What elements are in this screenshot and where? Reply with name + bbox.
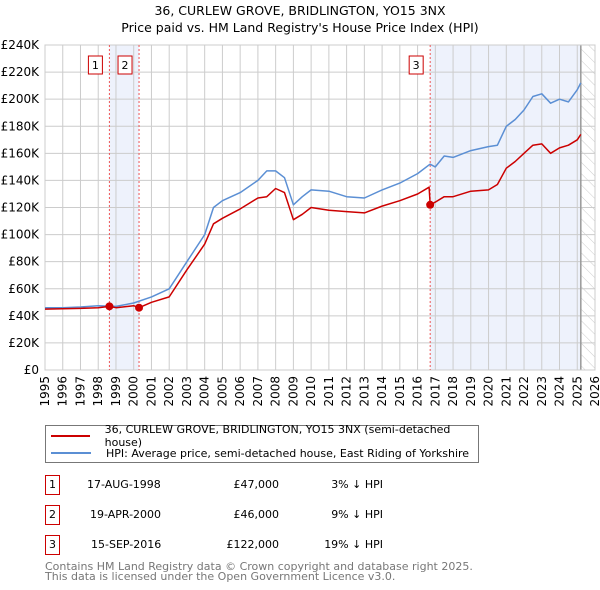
x-tick-label: 2004 [198, 376, 212, 407]
legend-item-hpi: HPI: Average price, semi-detached house,… [46, 445, 469, 461]
sale-badge-label: 1 [92, 59, 99, 72]
x-tick-label: 2016 [411, 376, 425, 407]
y-tick-label: £200K [1, 92, 41, 106]
x-tick-label: 2024 [553, 376, 567, 407]
x-tick-label: 2021 [499, 376, 513, 407]
y-tick-label: £60K [8, 282, 40, 296]
y-tick-label: £20K [8, 336, 40, 350]
x-tick-label: 2010 [304, 376, 318, 407]
x-tick-label: 2025 [570, 376, 584, 407]
y-tick-label: £100K [1, 228, 41, 242]
x-tick-label: 1997 [73, 376, 87, 407]
y-tick-label: £180K [1, 119, 41, 133]
x-tick-label: 2005 [215, 376, 229, 407]
transaction-row: 1 17-AUG-1998 £47,000 3% ↓ HPI [45, 475, 545, 495]
sale-badge-box [87, 55, 103, 75]
x-tick-label: 1999 [109, 376, 123, 407]
sale-badge-label: 3 [413, 59, 420, 72]
x-tick-label: 2008 [269, 376, 283, 407]
y-tick-label: £220K [1, 65, 41, 79]
sale-badge-box [408, 55, 424, 75]
transaction-price: £122,000 [226, 538, 280, 551]
x-tick-label: 2012 [340, 376, 354, 407]
x-tick-label: 2014 [375, 376, 389, 407]
transaction-hpi-diff: 3% ↓ HPI [331, 478, 383, 491]
x-tick-label: 2022 [517, 376, 531, 407]
plot-frame [44, 44, 596, 371]
transaction-hpi-diff: 19% ↓ HPI [324, 538, 383, 551]
transaction-price: £46,000 [233, 508, 280, 521]
transaction-hpi-diff: 9% ↓ HPI [331, 508, 383, 521]
transaction-date: 17-AUG-1998 [87, 478, 161, 491]
x-tick-label: 2007 [251, 376, 265, 407]
x-tick-label: 1998 [91, 376, 105, 407]
x-tick-label: 2026 [588, 376, 600, 407]
x-tick-label: 2015 [393, 376, 407, 407]
marker-badge: 3 [45, 535, 60, 555]
y-tick-label: £80K [8, 255, 40, 269]
x-tick-label: 2018 [446, 376, 460, 407]
transaction-date: 19-APR-2000 [90, 508, 162, 521]
x-tick-label: 1996 [56, 376, 70, 407]
transaction-date: 15-SEP-2016 [91, 538, 162, 551]
legend-label: 36, CURLEW GROVE, BRIDLINGTON, YO15 3NX … [104, 423, 451, 449]
y-tick-label: £140K [1, 173, 41, 187]
y-tick-label: £160K [1, 146, 41, 160]
footer: Contains HM Land Registry data © Crown c… [45, 560, 473, 583]
x-tick-label: 2023 [535, 376, 549, 407]
x-tick-label: 2009 [286, 376, 300, 407]
sale-badge-box [117, 55, 133, 75]
x-tick-label: 2013 [357, 376, 371, 407]
x-tick-label: 2006 [233, 376, 247, 407]
sale-point [135, 303, 144, 312]
legend-label: HPI: Average price, semi-detached house,… [106, 446, 470, 460]
sale-point [105, 302, 114, 311]
footer-licence: This data is licensed under the Open Gov… [45, 570, 396, 583]
x-tick-label: 2000 [127, 376, 141, 407]
marker-badge: 1 [45, 475, 60, 495]
x-tick-label: 2019 [464, 376, 478, 407]
y-tick-label: £240K [1, 38, 41, 52]
legend: 36, CURLEW GROVE, BRIDLINGTON, YO15 3NX … [45, 423, 479, 463]
legend-swatch-hpi [51, 452, 91, 454]
marker-badge: 2 [45, 505, 60, 525]
legend-swatch-property [51, 435, 90, 437]
chart-title: 36, CURLEW GROVE, BRIDLINGTON, YO15 3NX [154, 3, 446, 18]
x-tick-label: 2011 [322, 376, 336, 407]
property-price-line [44, 133, 582, 310]
x-tick-label: 2003 [180, 376, 194, 407]
x-tick-label: 1995 [38, 376, 52, 407]
price-chart: £0 £20K £40K £60K £80K £100K £120K £140K £160K £1… [1, 38, 600, 407]
x-tick-label: 2001 [144, 376, 158, 407]
legend-item-property: 36, CURLEW GROVE, BRIDLINGTON, YO15 3NX … [46, 423, 478, 449]
sale-point [426, 200, 435, 209]
x-tick-label: 2002 [162, 376, 176, 407]
y-tick-label: £0 [24, 363, 39, 377]
x-tick-label: 2017 [428, 376, 442, 407]
hpi-line [45, 82, 582, 309]
x-tick-label: 2020 [482, 376, 496, 407]
y-tick-label: £40K [8, 309, 40, 323]
y-tick-label: £120K [1, 201, 41, 215]
transaction-price: £47,000 [233, 478, 280, 491]
chart-subtitle: Price paid vs. HM Land Registry's House … [121, 20, 479, 35]
transaction-row: 3 15-SEP-2016 £122,000 19% ↓ HPI [45, 535, 545, 555]
footer-copyright: Contains HM Land Registry data © Crown c… [45, 560, 473, 573]
sale-badge-label: 2 [122, 59, 129, 72]
transaction-row: 2 19-APR-2000 £46,000 9% ↓ HPI [45, 505, 545, 525]
